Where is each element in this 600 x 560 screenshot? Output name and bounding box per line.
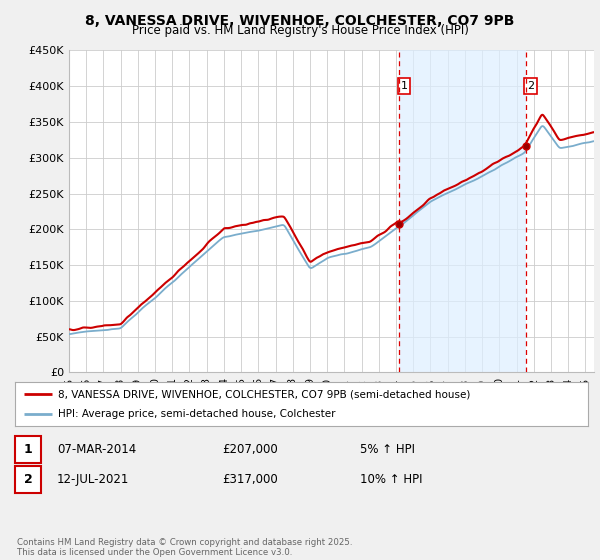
Text: 2: 2 — [24, 473, 32, 487]
Text: 2: 2 — [527, 81, 535, 91]
Text: 1: 1 — [24, 443, 32, 456]
Text: 8, VANESSA DRIVE, WIVENHOE, COLCHESTER, CO7 9PB: 8, VANESSA DRIVE, WIVENHOE, COLCHESTER, … — [85, 14, 515, 28]
Text: £317,000: £317,000 — [222, 473, 278, 487]
Text: £207,000: £207,000 — [222, 443, 278, 456]
Text: HPI: Average price, semi-detached house, Colchester: HPI: Average price, semi-detached house,… — [58, 409, 335, 419]
Text: 1: 1 — [401, 81, 407, 91]
Text: Contains HM Land Registry data © Crown copyright and database right 2025.
This d: Contains HM Land Registry data © Crown c… — [17, 538, 352, 557]
Text: Price paid vs. HM Land Registry's House Price Index (HPI): Price paid vs. HM Land Registry's House … — [131, 24, 469, 37]
Bar — [399, 50, 526, 372]
Text: 12-JUL-2021: 12-JUL-2021 — [57, 473, 130, 487]
Text: 8, VANESSA DRIVE, WIVENHOE, COLCHESTER, CO7 9PB (semi-detached house): 8, VANESSA DRIVE, WIVENHOE, COLCHESTER, … — [58, 389, 470, 399]
Text: 5% ↑ HPI: 5% ↑ HPI — [360, 443, 415, 456]
Text: 07-MAR-2014: 07-MAR-2014 — [57, 443, 136, 456]
Text: 10% ↑ HPI: 10% ↑ HPI — [360, 473, 422, 487]
